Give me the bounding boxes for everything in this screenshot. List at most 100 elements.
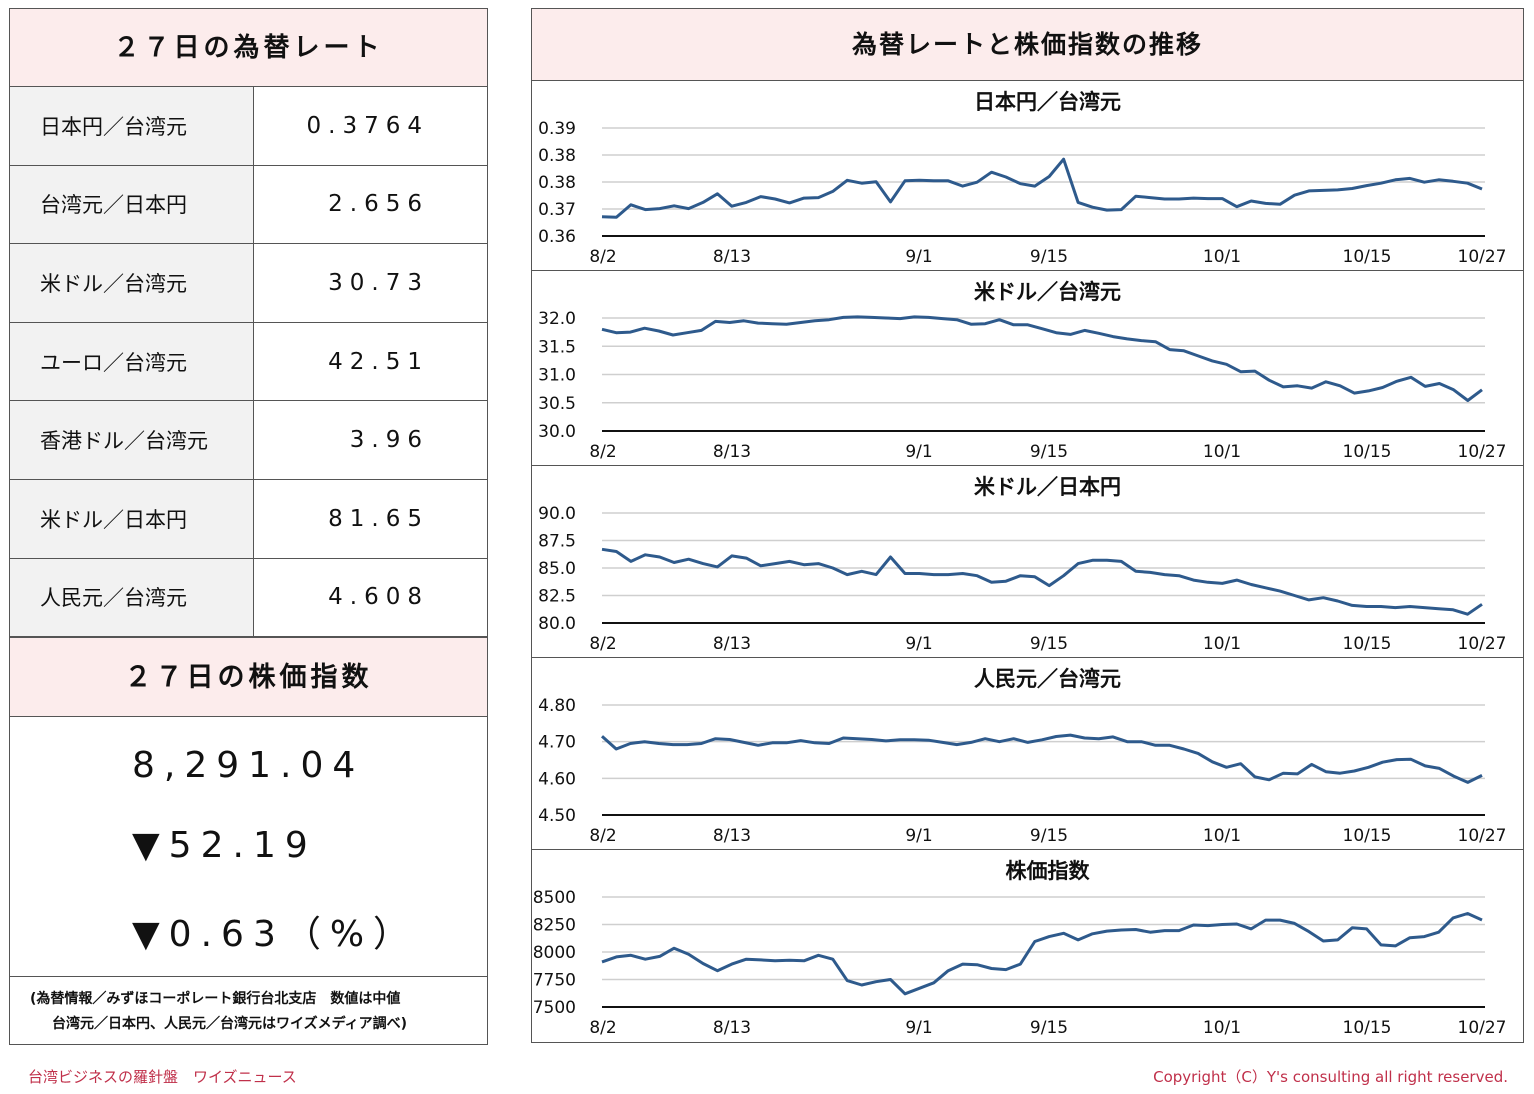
x-tick-label: 10/15 — [1343, 247, 1392, 267]
y-tick-label: 31.0 — [538, 366, 576, 386]
x-tick-label: 10/1 — [1203, 634, 1241, 654]
rate-value: 2.656 — [328, 191, 429, 218]
x-tick-label: 9/1 — [905, 634, 932, 654]
rate-label: 米ドル／日本円 — [10, 479, 254, 558]
chart-panel: 人民元／台湾元 4.50 4.60 4.70 4.80 8/2 8/13 9/1 9/15 10/… — [532, 658, 1523, 850]
rate-row: 米ドル／台湾元 30.73 — [10, 244, 487, 323]
rate-label: 香港ドル／台湾元 — [10, 401, 254, 479]
y-tick-label: 7500 — [533, 998, 576, 1018]
rate-label: 台湾元／日本円 — [10, 165, 254, 244]
y-tick-label: 32.0 — [538, 309, 576, 329]
x-tick-label: 10/27 — [1458, 1018, 1507, 1038]
y-tick-label: 30.0 — [538, 422, 576, 442]
chart-panel: 米ドル／日本円 80.0 82.5 85.0 87.5 90.0 8/2 8/13 9/1 9/1… — [532, 466, 1523, 658]
x-tick-label: 8/2 — [589, 1018, 616, 1038]
rate-label: 人民元／台湾元 — [10, 558, 254, 637]
x-tick-label: 9/1 — [905, 247, 932, 267]
y-tick-label: 0.38 — [538, 146, 576, 166]
y-tick-label: 0.37 — [538, 200, 576, 220]
chart-panel: 株価指数 7500 7750 8000 8250 8500 8/2 8/13 9/1 9/15 10… — [532, 850, 1523, 1042]
rate-row: 香港ドル／台湾元 3.96 — [10, 401, 487, 480]
x-tick-label: 9/15 — [1030, 826, 1068, 846]
x-tick-label: 8/2 — [589, 442, 616, 462]
rate-row: 米ドル／日本円 81.65 — [10, 479, 487, 559]
rate-row: 日本円／台湾元 0.3764 — [10, 87, 487, 166]
rate-value: 0.3764 — [306, 112, 429, 139]
x-tick-label: 8/13 — [713, 247, 751, 267]
rate-value: 3.96 — [349, 427, 429, 454]
y-tick-label: 31.5 — [538, 337, 576, 357]
line-chart: 株価指数 7500 7750 8000 8250 8500 8/2 8/13 9/1 9/15 10… — [533, 859, 1507, 1038]
chart-title: 米ドル／日本円 — [974, 475, 1121, 499]
stock-title: ２７日の株価指数 — [10, 637, 487, 718]
x-tick-label: 8/2 — [589, 247, 616, 267]
rate-value: 81.65 — [328, 505, 429, 532]
y-tick-label: 85.0 — [538, 559, 576, 579]
y-tick-label: 90.0 — [538, 504, 576, 524]
left-panel: ２７日の為替レート 日本円／台湾元 0.3764 台湾元／日本円 2.656 米ドル／台… — [9, 8, 488, 1045]
y-tick-label: 0.38 — [538, 173, 576, 193]
chart-title: 株価指数 — [1006, 859, 1091, 883]
rate-label: 米ドル／台湾元 — [10, 244, 254, 322]
x-tick-label: 10/15 — [1343, 1018, 1392, 1038]
x-tick-label: 9/15 — [1030, 247, 1068, 267]
x-tick-label: 8/2 — [589, 826, 616, 846]
y-tick-label: 80.0 — [538, 614, 576, 634]
x-tick-label: 8/2 — [589, 634, 616, 654]
charts-title: 為替レートと株価指数の推移 — [532, 9, 1523, 81]
chart-title: 米ドル／台湾元 — [974, 280, 1121, 304]
y-tick-label: 30.5 — [538, 394, 576, 414]
chart-title: 人民元／台湾元 — [974, 667, 1121, 691]
right-panel: 為替レートと株価指数の推移 日本円／台湾元 0.36 0.37 0.38 0.38 0.3… — [531, 8, 1524, 1043]
x-tick-label: 10/15 — [1343, 826, 1392, 846]
x-tick-label: 10/1 — [1203, 442, 1241, 462]
rate-value: 42.51 — [328, 348, 429, 375]
series-line — [601, 157, 1483, 219]
rates-table: 日本円／台湾元 0.3764 台湾元／日本円 2.656 米ドル／台湾元 30.73 ユーロ… — [10, 87, 487, 638]
x-tick-label: 9/1 — [905, 1018, 932, 1038]
y-tick-label: 82.5 — [538, 587, 576, 607]
x-tick-label: 10/1 — [1203, 826, 1241, 846]
source-line-2: 台湾元／日本円、人民元／台湾元はワイズメディア調べ) — [52, 1016, 407, 1033]
x-tick-label: 10/27 — [1458, 826, 1507, 846]
x-tick-label: 10/27 — [1458, 247, 1507, 267]
series-line — [601, 912, 1483, 996]
x-tick-label: 10/1 — [1203, 247, 1241, 267]
x-tick-label: 8/13 — [713, 1018, 751, 1038]
x-tick-label: 9/15 — [1030, 442, 1068, 462]
stock-value: 8,291.04 — [132, 745, 365, 787]
x-tick-label: 9/15 — [1030, 1018, 1068, 1038]
stock-change: ▼52.19 — [132, 825, 317, 867]
x-tick-label: 9/15 — [1030, 634, 1068, 654]
rate-row: 人民元／台湾元 4.608 — [10, 558, 487, 638]
y-tick-label: 4.80 — [538, 696, 576, 716]
y-tick-label: 4.70 — [538, 733, 576, 753]
y-tick-label: 8250 — [533, 916, 576, 936]
x-tick-label: 8/13 — [713, 634, 751, 654]
rate-label: ユーロ／台湾元 — [10, 322, 254, 401]
charts-container: 日本円／台湾元 0.36 0.37 0.38 0.38 0.39 8/2 8/13 9/1 9/1… — [532, 81, 1523, 1042]
y-tick-label: 7750 — [533, 971, 576, 991]
x-tick-label: 8/13 — [713, 442, 751, 462]
footer-copyright: Copyright（C）Y's consulting all right res… — [1153, 1068, 1508, 1086]
chart-panel: 日本円／台湾元 0.36 0.37 0.38 0.38 0.39 8/2 8/13 9/1 9/1… — [532, 81, 1523, 271]
rate-value: 4.608 — [328, 584, 429, 611]
rates-title: ２７日の為替レート — [10, 9, 487, 87]
x-tick-label: 10/27 — [1458, 442, 1507, 462]
line-chart: 日本円／台湾元 0.36 0.37 0.38 0.38 0.39 8/2 8/13 9/1 9/1… — [538, 90, 1507, 267]
line-chart: 人民元／台湾元 4.50 4.60 4.70 4.80 8/2 8/13 9/1 9/15 10/… — [538, 667, 1507, 846]
x-tick-label: 9/1 — [905, 442, 932, 462]
chart-panel: 米ドル／台湾元 30.0 30.5 31.0 31.5 32.0 8/2 8/13 9/1 9/1… — [532, 271, 1523, 466]
rate-label: 日本円／台湾元 — [10, 87, 254, 165]
y-tick-label: 0.36 — [538, 227, 576, 247]
stock-body: 8,291.04 ▼52.19 ▼0.63（%） — [10, 717, 487, 978]
series-line — [601, 547, 1483, 616]
source-line-1: (為替情報／みずほコーポレート銀行台北支店 数値は中値 — [30, 991, 401, 1008]
x-tick-label: 9/1 — [905, 826, 932, 846]
x-tick-label: 8/13 — [713, 826, 751, 846]
x-tick-label: 10/27 — [1458, 634, 1507, 654]
line-chart: 米ドル／日本円 80.0 82.5 85.0 87.5 90.0 8/2 8/13 9/1 9/1… — [538, 475, 1507, 654]
series-line — [601, 315, 1483, 402]
y-tick-label: 4.60 — [538, 769, 576, 789]
x-tick-label: 10/15 — [1343, 442, 1392, 462]
